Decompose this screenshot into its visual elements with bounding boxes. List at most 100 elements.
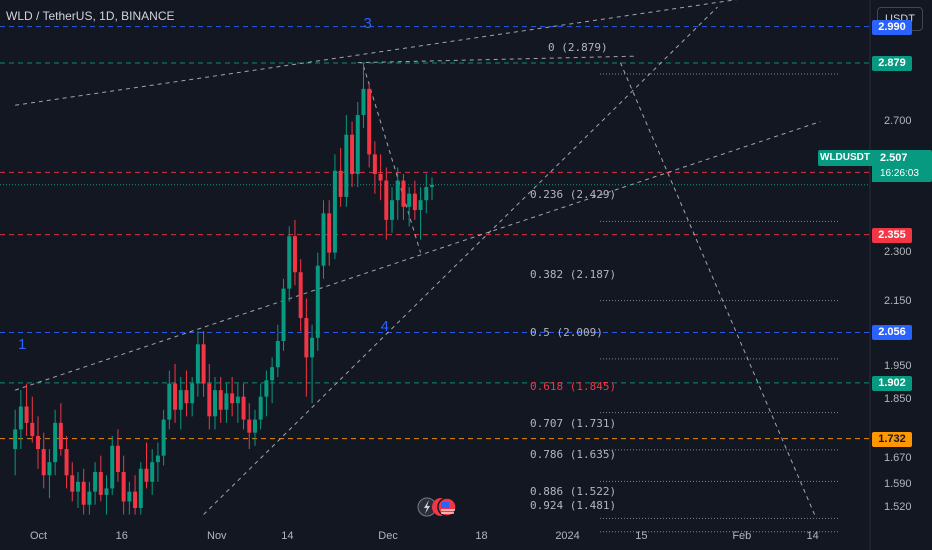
wave-count-label: 1	[18, 336, 27, 354]
candle-body	[167, 383, 172, 420]
wave-count-label: 3	[363, 15, 372, 33]
candle-body	[81, 481, 86, 505]
candle-body	[258, 396, 263, 420]
candle-body	[93, 471, 98, 492]
y-tick-label: 1.520	[884, 501, 912, 513]
candle-body	[24, 406, 29, 423]
candle-body	[213, 390, 218, 417]
candle-body	[327, 213, 332, 253]
bar-countdown: 16:26:03	[880, 168, 919, 179]
candle-body	[361, 88, 366, 116]
fib-level-label: 0.886 (1.522)	[530, 485, 617, 499]
candle-body	[41, 449, 46, 476]
fib-level-label: 0.236 (2.429)	[530, 188, 617, 202]
y-tick-label: 1.590	[884, 478, 912, 491]
candle-body	[36, 435, 40, 450]
candle-body	[87, 491, 92, 505]
candle-body	[292, 236, 297, 273]
x-tick-label: Nov	[207, 530, 227, 542]
candle-body	[372, 154, 377, 175]
candle-body	[401, 180, 406, 207]
candle-body	[395, 180, 400, 201]
candle-body	[315, 265, 320, 338]
x-tick-label: Feb	[732, 530, 752, 542]
x-tick-label: Oct	[30, 530, 48, 542]
candle-body	[110, 445, 115, 489]
x-tick-label: 15	[635, 530, 648, 542]
candle-body	[344, 134, 349, 197]
candle-body	[98, 471, 103, 495]
x-tick-label: 16	[115, 530, 128, 542]
candle-body	[138, 468, 143, 508]
candle-body	[332, 170, 337, 253]
candle-body	[367, 88, 372, 155]
fib-level-label: 0.618 (1.845)	[530, 379, 617, 393]
candle-body	[390, 200, 395, 220]
candle-body	[64, 449, 69, 476]
candle-body	[53, 422, 58, 463]
chart-title: WLD / TetherUS, 1D, BINANCE	[6, 9, 175, 23]
current-price-value: 2.507	[880, 152, 908, 164]
candle-body	[201, 344, 206, 384]
candle-body	[207, 383, 212, 417]
economic-events-icon[interactable]	[417, 496, 457, 518]
candle-body	[418, 200, 423, 211]
fib-level-label: 0.707 (1.731)	[530, 416, 617, 430]
candle-body	[355, 115, 360, 175]
candle-body	[407, 193, 412, 207]
candle-body	[190, 383, 195, 404]
y-tick-label: 2.300	[884, 245, 912, 258]
candle-body	[127, 491, 132, 502]
candle-body	[13, 429, 18, 450]
x-tick-label: Dec	[378, 530, 398, 542]
candle-body	[412, 193, 417, 211]
candle-body	[384, 180, 389, 220]
x-tick-label: 14	[281, 530, 294, 542]
candle-body	[47, 462, 52, 476]
candle-body	[173, 383, 178, 410]
candle-body	[287, 236, 292, 289]
trend-line	[619, 62, 816, 515]
candle-body	[241, 396, 246, 420]
candle-body	[121, 471, 126, 502]
price-level-label: 2.990	[872, 19, 912, 35]
candle-body	[310, 337, 315, 358]
trend-line	[203, 6, 718, 515]
trend-line	[362, 65, 422, 253]
candle-body	[178, 390, 183, 410]
y-tick-label: 2.700	[884, 114, 912, 127]
candle-body	[429, 184, 434, 188]
candle-body	[104, 488, 109, 495]
y-tick-label: 1.670	[884, 451, 912, 464]
x-tick-label: 2024	[555, 530, 580, 542]
candle-body	[424, 187, 429, 201]
fib-level-label: 0.786 (1.635)	[530, 448, 617, 462]
candle-body	[133, 491, 138, 508]
candle-body	[264, 380, 269, 397]
trend-line	[357, 55, 638, 64]
candle-body	[75, 481, 80, 492]
price-level-label: 2.879	[872, 56, 912, 71]
candle-body	[247, 419, 252, 433]
current-price-label: 2.507 16:26:03	[872, 150, 932, 182]
x-tick-label: 14	[806, 530, 819, 542]
fib-level-label: 0.5 (2.009)	[530, 325, 603, 339]
candle-body	[218, 390, 223, 410]
candle-body	[30, 422, 35, 436]
candle-body	[275, 341, 280, 368]
candle-body	[144, 468, 149, 482]
candle-body	[338, 170, 343, 197]
candle-body	[298, 272, 303, 319]
price-level-label: 2.355	[872, 227, 912, 243]
fib-level-label: 0.924 (1.481)	[530, 498, 617, 512]
candle-body	[18, 406, 23, 430]
price-level-label: 2.056	[872, 325, 912, 341]
trend-line	[15, 121, 821, 391]
candle-body	[321, 213, 326, 266]
price-level-label: 1.732	[872, 431, 912, 447]
x-tick-label: 18	[475, 530, 488, 542]
candle-body	[252, 419, 257, 433]
candle-body	[281, 288, 286, 342]
candle-body	[70, 475, 75, 492]
